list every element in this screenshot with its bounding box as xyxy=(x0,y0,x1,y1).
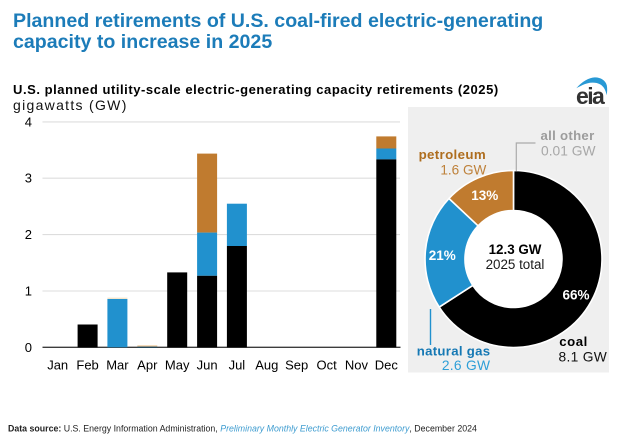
svg-text:Apr: Apr xyxy=(137,358,158,373)
svg-text:2: 2 xyxy=(25,227,32,242)
svg-text:66%: 66% xyxy=(562,288,589,303)
svg-text:0: 0 xyxy=(25,340,32,355)
svg-text:21%: 21% xyxy=(429,248,456,263)
svg-text:natural gas: natural gas xyxy=(417,344,491,359)
svg-text:13%: 13% xyxy=(471,188,498,203)
svg-text:Jan: Jan xyxy=(47,358,68,373)
svg-text:eia: eia xyxy=(576,83,605,109)
svg-text:2.6 GW: 2.6 GW xyxy=(442,358,491,373)
svg-text:Data source: U.S. Energy Infor: Data source: U.S. Energy Information Adm… xyxy=(8,424,477,434)
svg-text:May: May xyxy=(165,358,190,373)
svg-text:Dec: Dec xyxy=(375,358,399,373)
svg-text:1.6 GW: 1.6 GW xyxy=(440,163,486,178)
svg-text:2025 total: 2025 total xyxy=(486,257,545,272)
svg-text:4: 4 xyxy=(25,114,32,129)
svg-text:petroleum: petroleum xyxy=(419,147,486,162)
svg-text:gigawatts (GW): gigawatts (GW) xyxy=(13,97,128,113)
svg-text:12.3 GW: 12.3 GW xyxy=(489,242,542,257)
svg-text:Sep: Sep xyxy=(285,358,308,373)
svg-text:0.01 GW: 0.01 GW xyxy=(541,143,595,158)
svg-text:Aug: Aug xyxy=(255,358,278,373)
svg-text:all other: all other xyxy=(541,128,595,143)
svg-text:Nov: Nov xyxy=(345,358,369,373)
svg-text:Oct: Oct xyxy=(316,358,337,373)
svg-text:coal: coal xyxy=(559,334,588,349)
svg-text:Mar: Mar xyxy=(106,358,129,373)
svg-text:Jun: Jun xyxy=(197,358,218,373)
svg-text:8.1 GW: 8.1 GW xyxy=(559,349,608,364)
svg-text:U.S. planned utility-scale ele: U.S. planned utility-scale electric-gene… xyxy=(13,82,499,97)
svg-text:Jul: Jul xyxy=(229,358,246,373)
svg-text:Feb: Feb xyxy=(76,358,98,373)
svg-text:3: 3 xyxy=(25,171,32,186)
svg-text:1: 1 xyxy=(25,284,32,299)
